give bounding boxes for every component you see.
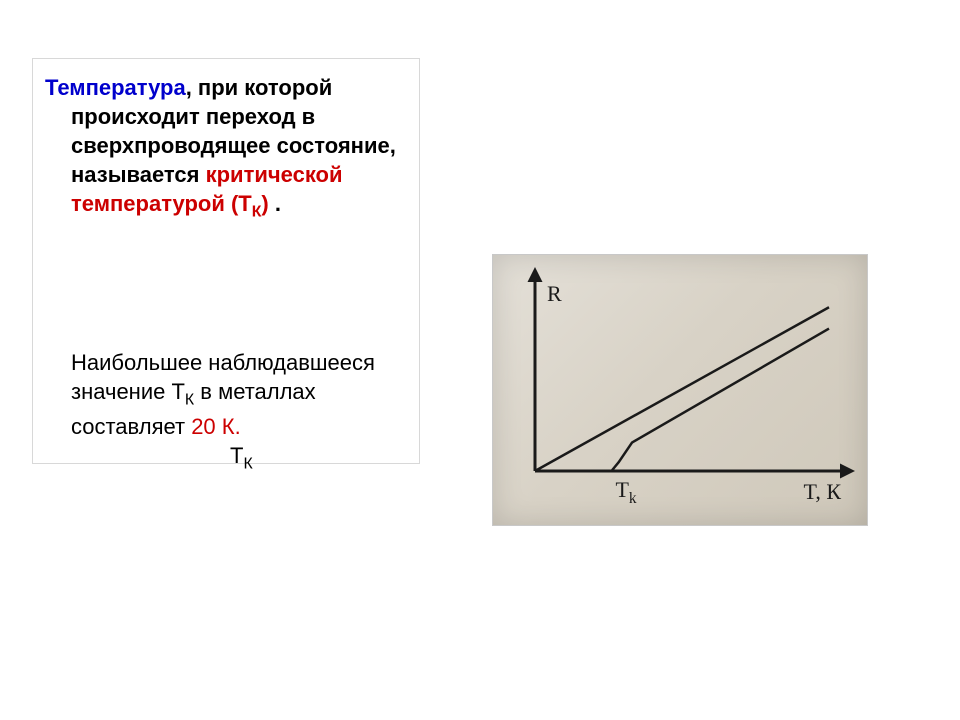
tk-float-label: ТК xyxy=(230,443,253,473)
term-critical-temp-end: ) xyxy=(261,191,274,216)
definition-text-box: Температура, при которой происходит пере… xyxy=(32,58,420,464)
max-text-sub: К xyxy=(185,392,194,409)
tk-float-sub: К xyxy=(243,455,252,472)
y-axis-label: R xyxy=(547,281,562,306)
paragraph-definition: Температура, при которой происходит пере… xyxy=(45,73,407,223)
word-temperatura: Температура xyxy=(45,75,186,100)
max-value-20k: 20 К. xyxy=(191,414,241,439)
slide-content: Температура, при которой происходит пере… xyxy=(32,58,928,662)
term-critical-temp-sub: К xyxy=(252,204,262,221)
spacer xyxy=(45,231,407,319)
series-normal-metal xyxy=(535,307,829,471)
paragraph-max-value: Наибольшее наблюдавшееся значение ТК в м… xyxy=(45,319,407,440)
resistance-vs-temperature-chart: R T, К Tk xyxy=(492,254,868,526)
tk-float-T: Т xyxy=(230,443,243,468)
series-superconductor xyxy=(611,329,829,471)
tk-tick-label: Tk xyxy=(615,477,636,507)
def-period: . xyxy=(275,191,281,216)
chart-svg: R T, К Tk xyxy=(493,255,867,525)
x-axis-label: T, К xyxy=(804,479,842,504)
